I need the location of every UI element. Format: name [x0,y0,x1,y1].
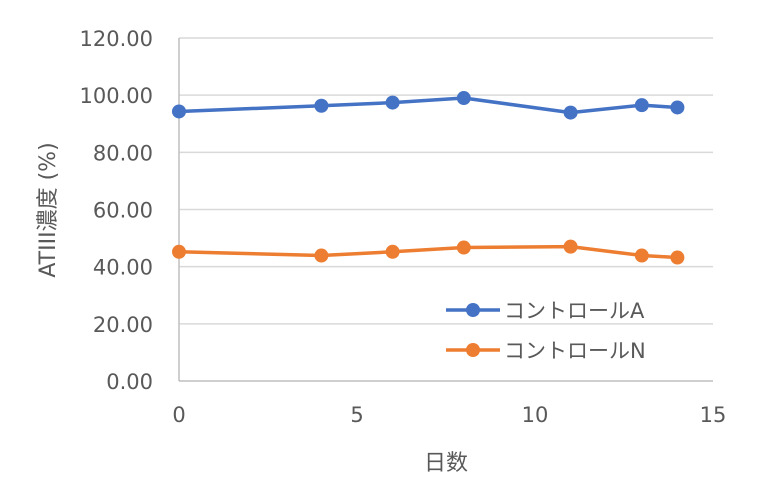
x-tick-label: 5 [350,403,363,427]
legend-marker [466,303,480,317]
data-point [670,250,685,265]
data-point [563,105,578,120]
data-point [634,248,649,263]
x-tick-label: 10 [522,403,549,427]
y-tick-label: 100.00 [80,84,153,108]
axes [178,38,713,382]
y-tick-label: 40.00 [93,256,153,280]
x-axis-label: 日数 [424,451,468,476]
data-point [634,98,649,113]
data-point [172,244,186,259]
data-point [172,104,186,119]
series-line [178,96,678,115]
data-point [456,91,471,106]
tick-labels: 0.00 20.00 40.00 60.00 80.00 100.00 120.00 0 5 10… [80,27,727,427]
data-point [385,95,400,110]
data-point [314,98,329,113]
series-line [178,244,678,260]
x-tick-label: 0 [172,403,185,427]
data-point [563,239,578,254]
gridlines [179,37,713,325]
y-tick-label: 80.00 [93,141,153,165]
series-control-a [172,91,685,120]
data-point [314,248,329,263]
y-tick-label: 60.00 [93,199,153,223]
legend-marker [466,343,480,357]
data-point [456,240,471,255]
series-group [172,91,685,265]
y-tick-label: 120.00 [80,27,153,51]
data-point [385,244,400,259]
y-tick-label: 0.00 [106,370,153,394]
series-control-n [172,239,685,265]
x-tick-label: 15 [700,403,727,427]
y-tick-label: 20.00 [93,313,153,337]
legend-label: コントロールA [504,299,645,323]
legend-label: コントロールN [504,339,646,363]
data-point [670,100,685,115]
legend: コントロールA コントロールN [446,299,646,363]
y-axis-label: ATIII濃度 (%) [36,142,61,277]
